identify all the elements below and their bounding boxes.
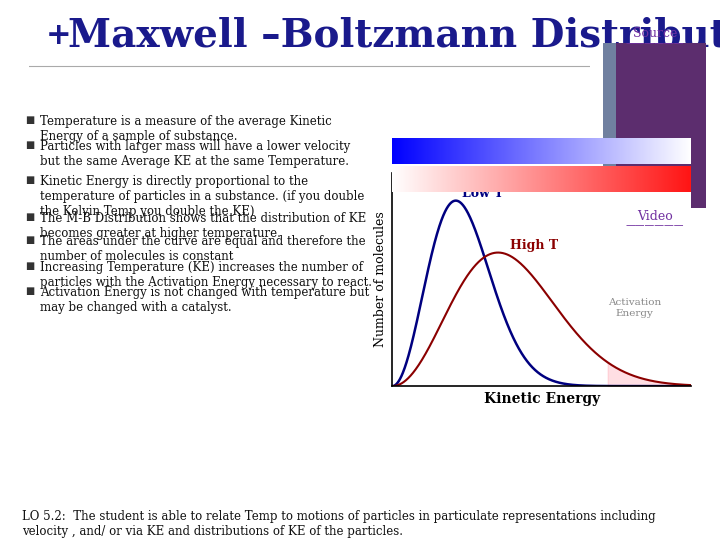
Text: Maxwell –Boltzmann Distributions: Maxwell –Boltzmann Distributions bbox=[68, 16, 720, 54]
Text: Video: Video bbox=[637, 210, 673, 222]
Text: Activation
Energy: Activation Energy bbox=[608, 298, 661, 318]
Text: LO 5.2:  The student is able to relate Temp to motions of particles in particula: LO 5.2: The student is able to relate Te… bbox=[22, 510, 655, 538]
Text: ——————: —————— bbox=[626, 220, 685, 231]
X-axis label: Kinetic Energy: Kinetic Energy bbox=[484, 392, 600, 406]
Text: ——————: —————— bbox=[626, 38, 685, 48]
Text: Kinetic Energy is directly proportional to the
temperature of particles in a sub: Kinetic Energy is directly proportional … bbox=[40, 175, 364, 218]
Text: Increasing Temperature (KE) increases the number of
particles with the Activatio: Increasing Temperature (KE) increases th… bbox=[40, 261, 372, 289]
Text: ■: ■ bbox=[25, 261, 35, 271]
Text: Particles with larger mass will have a lower velocity
but the same Average KE at: Particles with larger mass will have a l… bbox=[40, 140, 350, 168]
Text: Temperature is a measure of the average Kinetic
Energy of a sample of substance.: Temperature is a measure of the average … bbox=[40, 116, 331, 144]
Text: The areas under the curve are equal and therefore the
number of molecules is con: The areas under the curve are equal and … bbox=[40, 235, 365, 263]
Text: Low T: Low T bbox=[462, 187, 503, 200]
Text: High T: High T bbox=[510, 239, 558, 252]
Text: ■: ■ bbox=[25, 235, 35, 245]
Y-axis label: Number of molecules: Number of molecules bbox=[374, 212, 387, 347]
Text: ■: ■ bbox=[25, 175, 35, 185]
Text: ■: ■ bbox=[25, 140, 35, 150]
Text: Activation Energy is not changed with temperature but
may be changed with a cata: Activation Energy is not changed with te… bbox=[40, 286, 369, 314]
Text: Source: Source bbox=[633, 27, 678, 40]
Text: The M-B Distribution shows that the distribution of KE
becomes greater at higher: The M-B Distribution shows that the dist… bbox=[40, 212, 366, 240]
Text: ■: ■ bbox=[25, 116, 35, 125]
Text: ■: ■ bbox=[25, 286, 35, 296]
Text: ■: ■ bbox=[25, 212, 35, 222]
Text: +: + bbox=[45, 21, 71, 50]
